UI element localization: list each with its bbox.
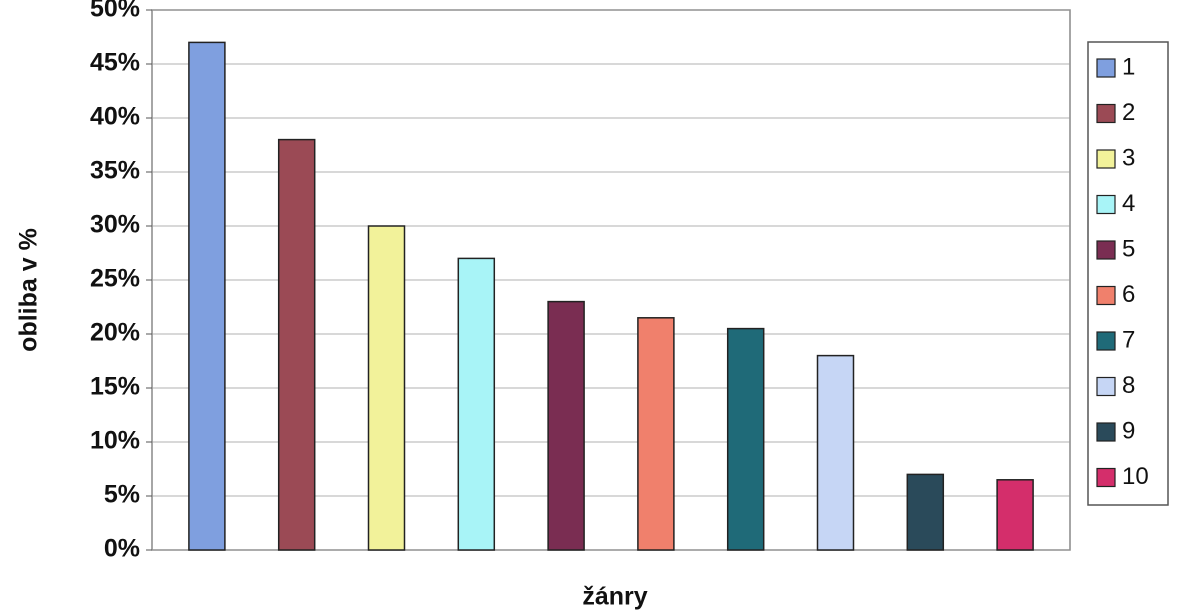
bar bbox=[816, 354, 855, 551]
bar bbox=[996, 479, 1034, 551]
y-tick-label: 15% bbox=[90, 373, 140, 401]
legend-label: 6 bbox=[1122, 281, 1135, 308]
y-tick-label: 0% bbox=[104, 535, 140, 563]
y-tick-label: 40% bbox=[90, 103, 140, 131]
legend-label: 9 bbox=[1122, 417, 1135, 444]
legend-label: 7 bbox=[1122, 326, 1135, 353]
x-axis-title: žánry bbox=[582, 583, 647, 611]
y-tick-label: 35% bbox=[90, 157, 140, 185]
bar bbox=[367, 225, 406, 551]
legend-swatch bbox=[1096, 285, 1116, 306]
legend-swatch bbox=[1096, 467, 1116, 488]
legend-swatch bbox=[1096, 376, 1116, 397]
legend-swatch bbox=[1096, 194, 1116, 215]
legend-label: 5 bbox=[1122, 235, 1135, 262]
bar bbox=[457, 257, 496, 551]
legend-label: 10 bbox=[1122, 463, 1149, 490]
y-tick-label: 50% bbox=[90, 0, 140, 23]
legend-label: 8 bbox=[1122, 372, 1135, 399]
legend-label: 2 bbox=[1122, 99, 1135, 126]
bar bbox=[906, 473, 945, 551]
bar bbox=[726, 327, 765, 551]
y-axis-title: obliba v % bbox=[15, 228, 43, 352]
legend-label: 3 bbox=[1122, 144, 1135, 171]
legend-swatch bbox=[1096, 103, 1116, 124]
legend-label: 4 bbox=[1122, 190, 1135, 217]
bar bbox=[277, 138, 316, 551]
legend-swatch bbox=[1096, 240, 1116, 260]
legend-label: 1 bbox=[1122, 53, 1135, 80]
legend-swatch bbox=[1096, 331, 1116, 351]
bar bbox=[188, 41, 226, 551]
legend-swatch bbox=[1096, 58, 1116, 78]
legend-swatch bbox=[1096, 149, 1116, 169]
y-tick-label: 45% bbox=[90, 49, 140, 77]
y-tick-label: 5% bbox=[104, 481, 140, 509]
y-tick-label: 25% bbox=[90, 265, 140, 293]
legend-swatch bbox=[1096, 422, 1116, 442]
bar bbox=[547, 300, 585, 551]
y-tick-label: 20% bbox=[90, 319, 140, 347]
y-tick-label: 10% bbox=[90, 427, 140, 455]
y-tick-label: 30% bbox=[90, 211, 140, 239]
bar bbox=[637, 317, 675, 551]
